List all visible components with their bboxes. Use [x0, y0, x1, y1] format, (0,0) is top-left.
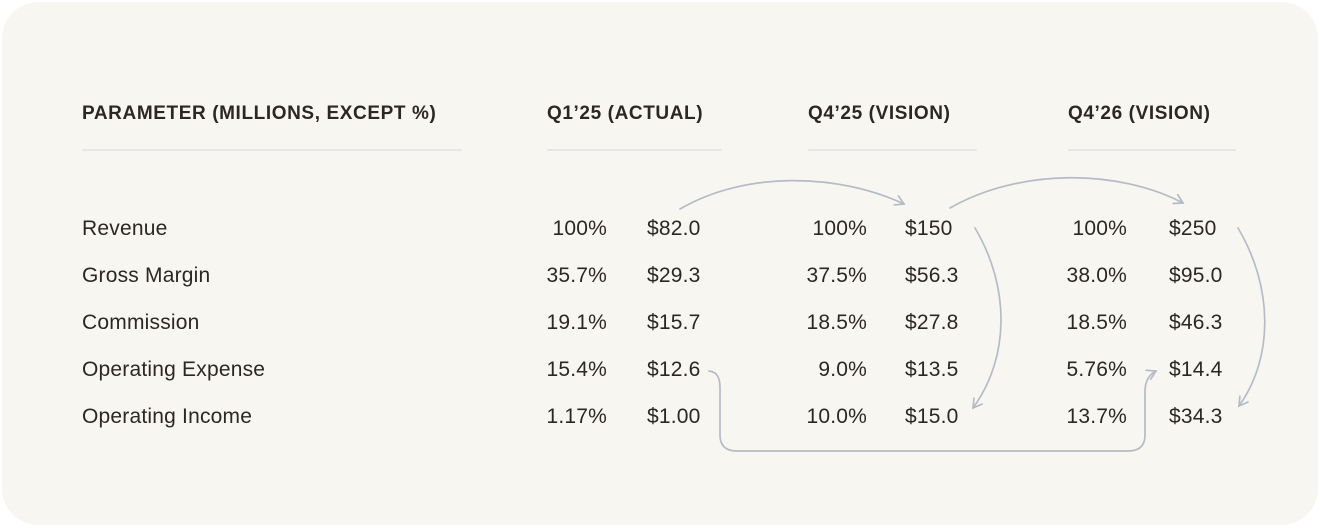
revenue-q425-pct: 100%	[812, 217, 867, 240]
commission-q425-usd: $27.8	[905, 311, 959, 334]
row-label-operating-expense: Operating Expense	[82, 358, 266, 381]
operating-income-q1-pct: 1.17%	[546, 405, 607, 428]
column-header-q1-25-actual: Q1’25 (ACTUAL)	[547, 103, 704, 124]
header-rule-q4-26	[1068, 149, 1236, 151]
operating-expense-q425-usd: $13.5	[905, 358, 959, 381]
operating-expense-q426-pct: 5.76%	[1066, 358, 1127, 381]
operating-income-q425-pct: 10.0%	[806, 405, 867, 428]
arrow-revenue-q1-to-q425	[679, 179, 906, 210]
column-header-q4-26-vision: Q4’26 (VISION)	[1068, 103, 1211, 124]
revenue-q1-pct: 100%	[552, 217, 607, 240]
commission-q1-usd: $15.7	[647, 311, 701, 334]
commission-q426-usd: $46.3	[1169, 311, 1223, 334]
arrow-revenue-q425-to-q426	[949, 176, 1185, 209]
arrow-revenue-to-operating-income-q426	[1237, 227, 1266, 408]
gross-margin-q426-pct: 38.0%	[1066, 264, 1127, 287]
gross-margin-q425-usd: $56.3	[905, 264, 959, 287]
operating-expense-q426-usd: $14.4	[1169, 358, 1223, 381]
gross-margin-q1-usd: $29.3	[647, 264, 701, 287]
operating-expense-q1-pct: 15.4%	[546, 358, 607, 381]
commission-q426-pct: 18.5%	[1066, 311, 1127, 334]
operating-income-q426-usd: $34.3	[1169, 405, 1223, 428]
gross-margin-q1-pct: 35.7%	[546, 264, 607, 287]
commission-q1-pct: 19.1%	[546, 311, 607, 334]
row-label-commission: Commission	[82, 311, 200, 334]
operating-income-q425-usd: $15.0	[905, 405, 959, 428]
row-label-revenue: Revenue	[82, 217, 168, 240]
row-label-operating-income: Operating Income	[82, 405, 253, 428]
revenue-q425-usd: $150	[905, 217, 953, 240]
revenue-q1-usd: $82.0	[647, 217, 701, 240]
operating-expense-q1-usd: $12.6	[647, 358, 701, 381]
column-header-q4-25-vision: Q4’25 (VISION)	[808, 103, 951, 124]
column-header-parameter: PARAMETER (MILLIONS, EXCEPT %)	[82, 103, 437, 124]
header-rule-q4-25	[808, 149, 977, 151]
commission-q425-pct: 18.5%	[806, 311, 867, 334]
row-label-gross-margin: Gross Margin	[82, 264, 211, 287]
operating-income-q1-usd: $1.00	[647, 405, 701, 428]
header-rule-parameter	[82, 149, 462, 151]
arrow-revenue-to-operating-income-q425	[972, 227, 1002, 410]
operating-income-q426-pct: 13.7%	[1066, 405, 1127, 428]
operating-expense-q425-pct: 9.0%	[818, 358, 867, 381]
revenue-q426-pct: 100%	[1072, 217, 1127, 240]
gross-margin-q425-pct: 37.5%	[806, 264, 867, 287]
revenue-q426-usd: $250	[1169, 217, 1217, 240]
gross-margin-q426-usd: $95.0	[1169, 264, 1223, 287]
header-rule-q1-25	[547, 149, 722, 151]
